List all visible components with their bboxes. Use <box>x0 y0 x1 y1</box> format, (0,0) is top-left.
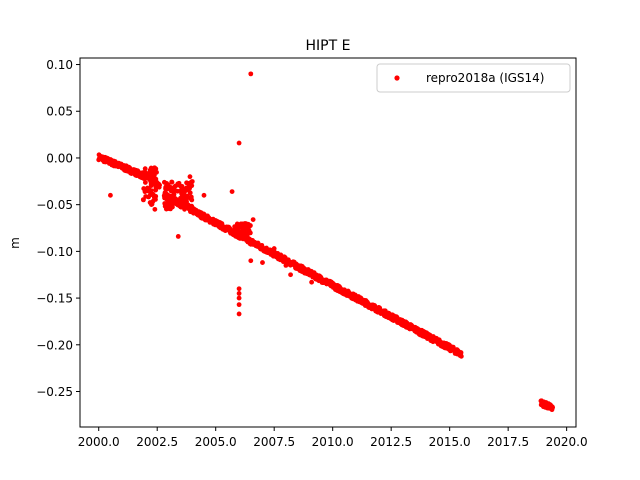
data-point <box>142 180 148 185</box>
data-point <box>157 182 162 188</box>
data-point <box>283 262 289 268</box>
data-point <box>236 311 242 317</box>
data-point <box>175 198 180 204</box>
data-point <box>169 179 175 185</box>
data-point <box>458 353 464 359</box>
y-axis-label: m <box>8 237 22 249</box>
legend-label: repro2018a (IGS14) <box>426 71 544 85</box>
x-tick-label: 2015.0 <box>429 435 471 449</box>
x-tick-label: 2010.0 <box>312 435 354 449</box>
data-point <box>234 223 240 228</box>
data-point <box>152 206 158 212</box>
data-point <box>309 279 315 285</box>
data-point <box>189 197 195 203</box>
data-point <box>236 140 242 146</box>
x-tick-label: 2020.0 <box>546 435 588 449</box>
legend-box <box>376 63 571 93</box>
data-point <box>141 176 147 182</box>
data-point <box>165 182 171 188</box>
data-point <box>141 186 147 191</box>
data-point <box>185 187 191 193</box>
data-point <box>234 230 240 236</box>
y-tick-label: −0.15 <box>36 292 73 306</box>
x-tick-label: 2002.5 <box>136 435 178 449</box>
plot-points <box>96 71 555 413</box>
data-point <box>171 191 177 197</box>
data-point <box>245 221 251 227</box>
data-point <box>178 201 184 207</box>
data-point <box>229 189 235 194</box>
data-point <box>244 231 250 237</box>
data-point <box>162 191 168 196</box>
data-point <box>145 185 150 191</box>
data-point <box>150 167 156 173</box>
data-point <box>175 234 181 239</box>
data-point <box>149 202 154 207</box>
data-point <box>162 203 168 209</box>
data-point <box>236 291 242 296</box>
data-point <box>182 203 188 208</box>
data-point <box>245 225 251 231</box>
y-tick-label: 0.10 <box>46 58 73 72</box>
data-point <box>288 272 293 278</box>
data-point <box>108 192 113 198</box>
data-point <box>172 187 178 193</box>
data-point <box>180 193 186 199</box>
y-tick-label: −0.05 <box>36 198 73 212</box>
x-tick-label: 2005.0 <box>195 435 237 449</box>
data-point <box>248 258 254 264</box>
data-point <box>182 206 187 212</box>
x-tick-label: 2000.0 <box>78 435 120 449</box>
data-point <box>154 169 159 175</box>
data-point <box>149 191 154 197</box>
data-point <box>142 166 148 172</box>
data-point <box>141 170 146 175</box>
data-point <box>236 286 242 292</box>
data-point <box>187 174 193 180</box>
x-axis: 2000.0 2002.5 2005.0 2007.5 2010.0 2012.5 2015… <box>78 427 588 449</box>
chart-title: HIPT E <box>306 38 351 54</box>
x-tick-label: 2012.5 <box>370 435 412 449</box>
data-point <box>184 194 190 200</box>
data-point <box>166 193 172 199</box>
data-point <box>250 217 256 223</box>
y-axis: 0.10 0.05 0.00 −0.05 −0.10 −0.15 −0.20 −0.25 <box>36 58 80 399</box>
data-point <box>271 246 277 251</box>
legend-marker <box>394 75 400 81</box>
data-point <box>180 188 186 194</box>
data-point <box>248 71 254 77</box>
data-point <box>458 350 464 355</box>
data-point <box>260 260 265 265</box>
y-tick-label: −0.25 <box>36 385 73 399</box>
data-point <box>149 178 155 184</box>
axes-frame <box>79 57 577 428</box>
legend: repro2018a (IGS14) <box>376 63 571 93</box>
data-point <box>153 187 159 193</box>
data-point <box>167 199 173 205</box>
data-point <box>236 295 242 301</box>
data-point <box>201 192 207 198</box>
data-point <box>175 182 181 188</box>
y-tick-label: 0.00 <box>46 151 73 165</box>
data-point <box>240 226 245 231</box>
y-tick-label: −0.10 <box>36 245 73 259</box>
data-point <box>236 302 242 308</box>
x-tick-label: 2007.5 <box>253 435 295 449</box>
x-tick-label: 2017.5 <box>487 435 529 449</box>
data-point <box>143 194 149 199</box>
data-point <box>188 181 194 187</box>
y-tick-label: 0.05 <box>46 105 73 119</box>
data-point <box>239 230 245 236</box>
data-point <box>153 197 158 202</box>
y-tick-label: −0.20 <box>36 338 73 352</box>
data-point <box>550 405 555 410</box>
